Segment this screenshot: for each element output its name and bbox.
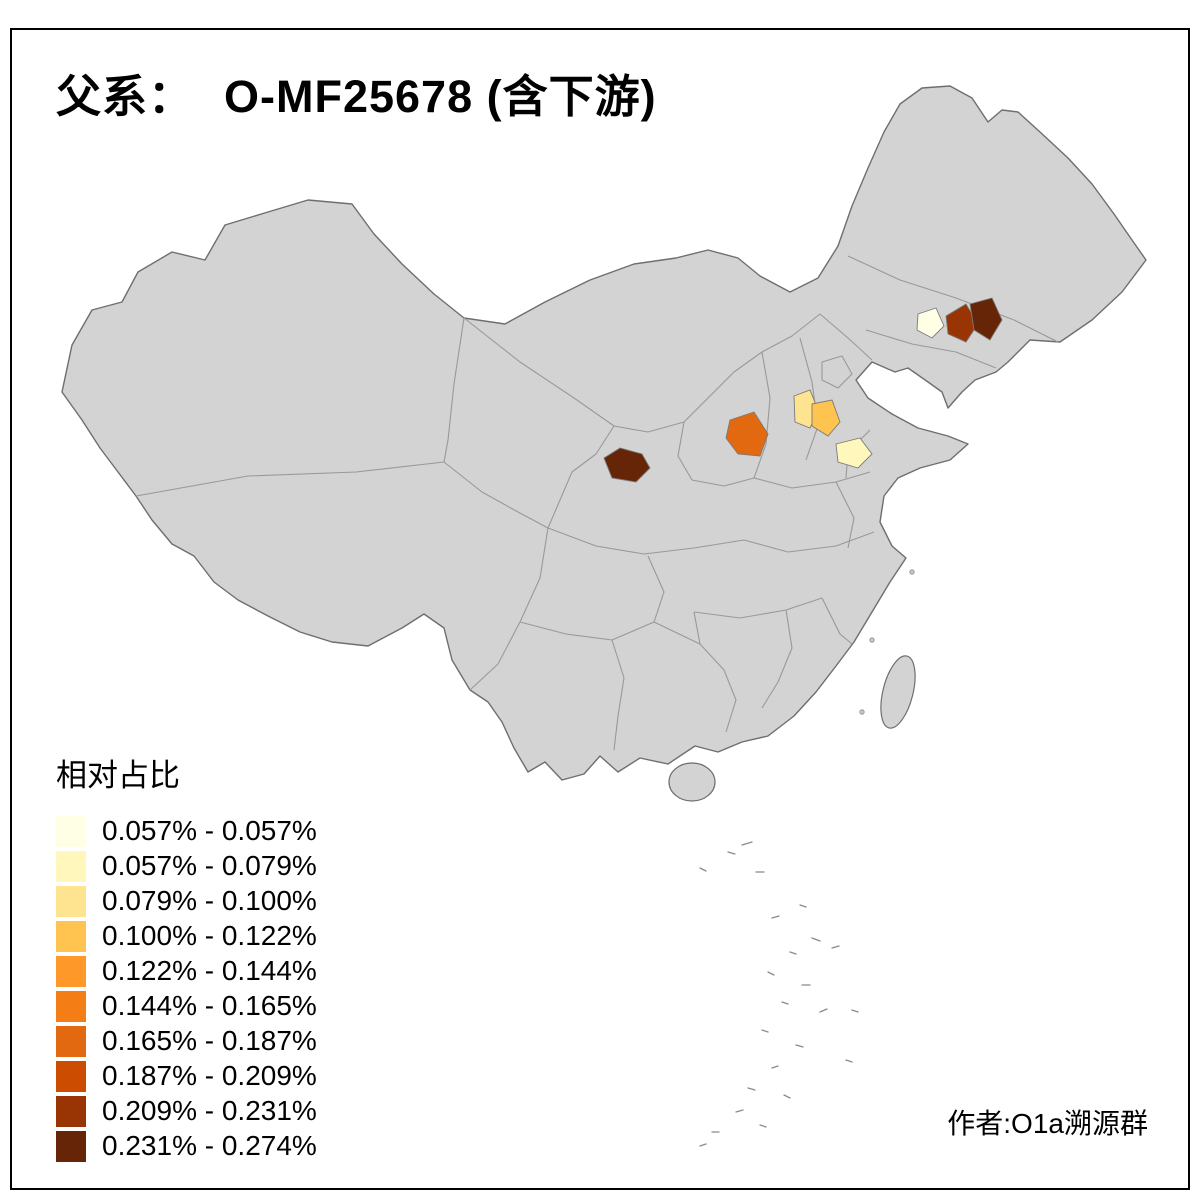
legend-swatch (56, 1025, 86, 1057)
region-shandong-west (835, 437, 873, 469)
region-liaoning-east (969, 297, 1003, 341)
legend-title: 相对占比 (56, 758, 180, 793)
legend-row: 0.057% - 0.079% (56, 850, 317, 882)
region-shaanxi-north (725, 411, 769, 457)
mainland-outline (61, 85, 1147, 781)
legend-swatch (56, 1060, 86, 1092)
legend-row: 0.187% - 0.209% (56, 1060, 317, 1092)
legend-label: 0.122% - 0.144% (102, 955, 317, 986)
legend-swatch (56, 850, 86, 882)
page-title: 父系： O-MF25678 (含下游) (56, 60, 657, 125)
coastal-islet (869, 637, 875, 643)
legend-label: 0.209% - 0.231% (102, 1095, 317, 1126)
legend-row: 0.231% - 0.274% (56, 1130, 317, 1162)
south-china-sea-islands (699, 841, 859, 1147)
legend-swatch (56, 955, 86, 987)
legend-label: 0.231% - 0.274% (102, 1130, 317, 1161)
legend-row: 0.209% - 0.231% (56, 1095, 317, 1127)
province-borders (135, 255, 1059, 751)
legend-row: 0.122% - 0.144% (56, 955, 317, 987)
coastal-islet (859, 709, 865, 715)
legend-row: 0.057% - 0.057% (56, 815, 317, 847)
legend-swatch (56, 1130, 86, 1162)
legend-label: 0.079% - 0.100% (102, 885, 317, 916)
legend-row: 0.079% - 0.100% (56, 885, 317, 917)
legend-row: 0.100% - 0.122% (56, 920, 317, 952)
legend-label: 0.057% - 0.057% (102, 815, 317, 846)
legend-label: 0.165% - 0.187% (102, 1025, 317, 1056)
legend-label: 0.187% - 0.209% (102, 1060, 317, 1091)
author-credit: 作者:O1a溯源群 (947, 1108, 1148, 1139)
legend-swatch (56, 920, 86, 952)
region-gansu-south (603, 447, 651, 483)
region-liaoning-central (945, 303, 979, 343)
legend: 相对占比 0.057% - 0.057% 0.057% - 0.079% 0.079… (56, 750, 317, 1165)
region-hebei-south (811, 399, 841, 437)
legend-label: 0.057% - 0.079% (102, 850, 317, 881)
title-haplogroup: O-MF25678 (含下游) (224, 71, 657, 122)
title-prefix: 父系： (56, 71, 195, 122)
legend-swatch (56, 1095, 86, 1127)
legend-swatch (56, 990, 86, 1022)
legend-row: 0.165% - 0.187% (56, 1025, 317, 1057)
coastal-islet (909, 569, 915, 575)
legend-label: 0.144% - 0.165% (102, 990, 317, 1021)
legend-swatch (56, 815, 86, 847)
legend-label: 0.100% - 0.122% (102, 920, 317, 951)
legend-row: 0.144% - 0.165% (56, 990, 317, 1022)
hainan-island (668, 762, 716, 802)
taiwan-island (880, 655, 916, 729)
region-liaoning-west (916, 307, 945, 339)
legend-rows: 0.057% - 0.057% 0.057% - 0.079% 0.079% - 0… (56, 815, 317, 1162)
legend-swatch (56, 885, 86, 917)
